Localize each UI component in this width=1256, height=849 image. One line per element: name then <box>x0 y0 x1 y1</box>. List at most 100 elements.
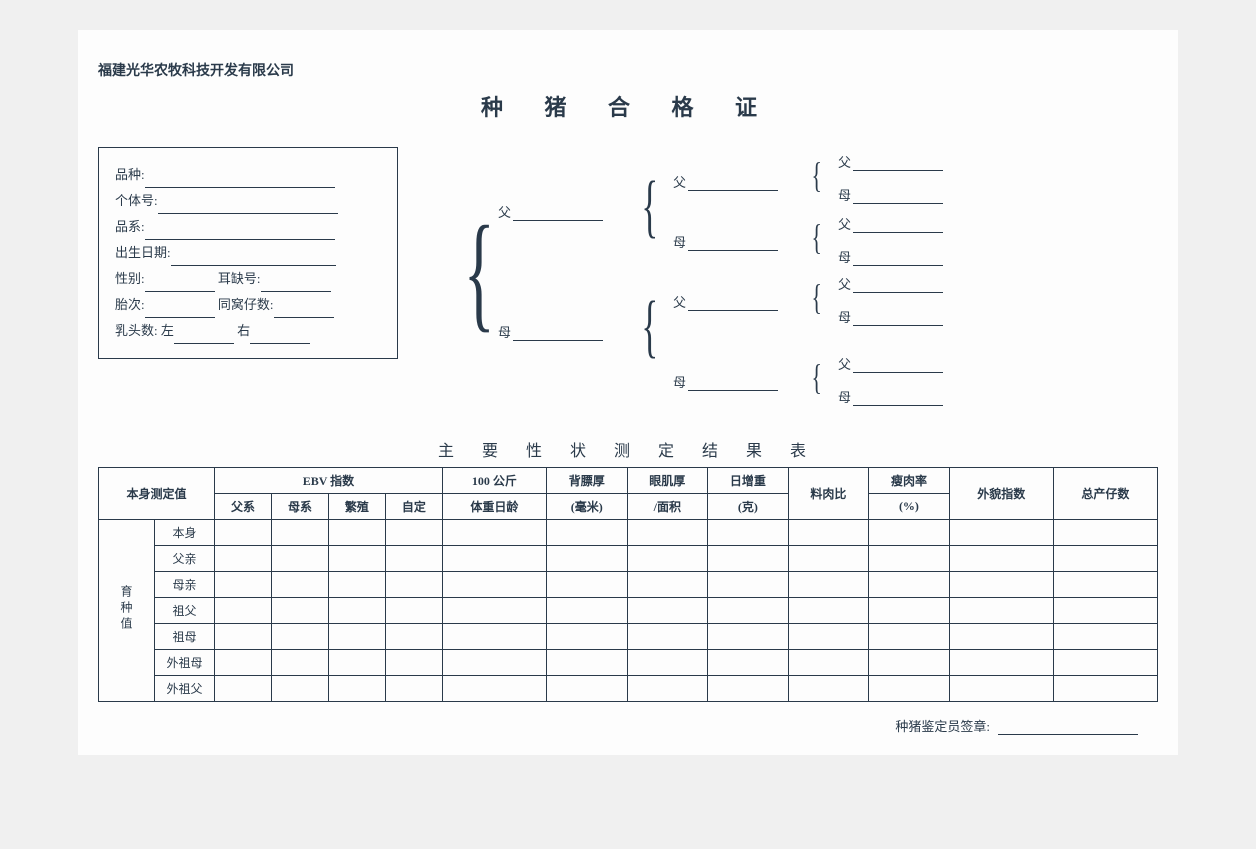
blank <box>513 209 603 221</box>
blank-sex <box>145 278 215 292</box>
th-backfat-2: (毫米) <box>546 494 627 520</box>
blank-breed <box>145 174 335 188</box>
blank <box>853 221 943 233</box>
ped-mm: 母 <box>673 375 686 390</box>
table-title: 主 要 性 状 测 定 结 果 表 <box>98 437 1158 461</box>
label-breed: 品种: <box>115 167 145 182</box>
blank <box>853 159 943 171</box>
th-self: 本身测定值 <box>99 468 215 520</box>
blank <box>688 379 778 391</box>
th-backfat-1: 背膘厚 <box>546 468 627 494</box>
label-birth: 出生日期: <box>115 245 171 260</box>
th-eye-2: /面积 <box>627 494 708 520</box>
blank <box>513 329 603 341</box>
blank <box>853 281 943 293</box>
label-sex: 性别: <box>115 271 145 286</box>
ped-g3: 母 <box>838 250 851 265</box>
th-eye-1: 眼肌厚 <box>627 468 708 494</box>
ped-g3: 父 <box>838 357 851 372</box>
blank-parity <box>145 304 215 318</box>
th-lean-1: 瘦肉率 <box>869 468 950 494</box>
ped-g3: 母 <box>838 188 851 203</box>
label-teat-r: 右 <box>237 323 250 338</box>
brace-icon: { <box>641 172 658 242</box>
brace-icon: { <box>811 157 821 193</box>
ped-g3: 父 <box>838 155 851 170</box>
th-fcr: 料肉比 <box>788 468 869 520</box>
table-row: 育种值 本身 <box>99 520 1158 546</box>
row-label: 祖母 <box>155 624 215 650</box>
blank <box>853 254 943 266</box>
signature-line: 种猪鉴定员签章: <box>98 716 1158 735</box>
blank-id <box>158 200 338 214</box>
table-row: 祖父 <box>99 598 1158 624</box>
bv-label: 育种值 <box>118 585 135 633</box>
ped-mf: 父 <box>673 295 686 310</box>
th-age100-2: 体重日龄 <box>442 494 546 520</box>
row-label: 母亲 <box>155 572 215 598</box>
label-teat: 乳头数: 左 <box>115 323 174 338</box>
th-appearance: 外貌指数 <box>949 468 1053 520</box>
ped-father: 父 <box>498 205 511 220</box>
upper-section: 品种: 个体号: 品系: 出生日期: 性别: 耳缺号: 胎次: 同窝仔数: 乳头… <box>98 147 1158 407</box>
th-adg-2: (克) <box>708 494 789 520</box>
signature-label: 种猪鉴定员签章: <box>895 719 990 734</box>
blank <box>688 239 778 251</box>
table-row: 母亲 <box>99 572 1158 598</box>
row-label: 父亲 <box>155 546 215 572</box>
label-strain: 品系: <box>115 219 145 234</box>
blank-signature <box>998 721 1138 735</box>
company-name: 福建光华农牧科技开发有限公司 <box>98 60 1158 80</box>
ped-g3: 母 <box>838 390 851 405</box>
th-sire: 父系 <box>215 494 272 520</box>
brace-icon: { <box>811 359 821 395</box>
label-id: 个体号: <box>115 193 158 208</box>
brace-icon: { <box>641 292 658 362</box>
row-label: 外祖父 <box>155 676 215 702</box>
ped-mother: 母 <box>498 325 511 340</box>
table-row: 外祖父 <box>99 676 1158 702</box>
blank-ear <box>261 278 331 292</box>
certificate-page: 福建光华农牧科技开发有限公司 种 猪 合 格 证 品种: 个体号: 品系: 出生… <box>78 30 1178 755</box>
label-litter: 同窝仔数: <box>218 297 274 312</box>
doc-title: 种 猪 合 格 证 <box>98 90 1158 122</box>
blank <box>853 314 943 326</box>
th-total-born: 总产仔数 <box>1053 468 1157 520</box>
table-row: 祖母 <box>99 624 1158 650</box>
brace-icon: { <box>811 279 821 315</box>
blank-litter <box>274 304 334 318</box>
th-ebv: EBV 指数 <box>215 468 443 494</box>
blank <box>853 361 943 373</box>
blank-teat-l <box>174 330 234 344</box>
brace-icon: { <box>811 219 821 255</box>
ped-g3: 父 <box>838 217 851 232</box>
label-parity: 胎次: <box>115 297 145 312</box>
blank-teat-r <box>250 330 310 344</box>
th-repro: 繁殖 <box>328 494 385 520</box>
blank-strain <box>145 226 335 240</box>
blank <box>688 179 778 191</box>
th-lean-2: (%) <box>869 494 950 520</box>
blank-birth <box>171 252 336 266</box>
row-label: 外祖母 <box>155 650 215 676</box>
blank <box>853 192 943 204</box>
blank <box>853 394 943 406</box>
th-age100-1: 100 公斤 <box>442 468 546 494</box>
ped-ff: 父 <box>673 175 686 190</box>
table-row: 父亲 <box>99 546 1158 572</box>
info-box: 品种: 个体号: 品系: 出生日期: 性别: 耳缺号: 胎次: 同窝仔数: 乳头… <box>98 147 398 359</box>
label-ear: 耳缺号: <box>218 271 261 286</box>
table-row: 外祖母 <box>99 650 1158 676</box>
brace-icon: { <box>464 207 495 337</box>
blank <box>688 299 778 311</box>
ped-g3: 母 <box>838 310 851 325</box>
table-header-row: 本身测定值 EBV 指数 100 公斤 背膘厚 眼肌厚 日增重 料肉比 瘦肉率 … <box>99 468 1158 494</box>
ped-g3: 父 <box>838 277 851 292</box>
th-dam: 母系 <box>271 494 328 520</box>
th-custom: 自定 <box>385 494 442 520</box>
pedigree-tree: { 父 母 { 父 母 { 父 母 { 父 母 { 父 母 { 父 母 { 父 … <box>438 147 1158 407</box>
ped-fm: 母 <box>673 235 686 250</box>
trait-table: 本身测定值 EBV 指数 100 公斤 背膘厚 眼肌厚 日增重 料肉比 瘦肉率 … <box>98 467 1158 702</box>
th-adg-1: 日增重 <box>708 468 789 494</box>
row-label: 本身 <box>155 520 215 546</box>
